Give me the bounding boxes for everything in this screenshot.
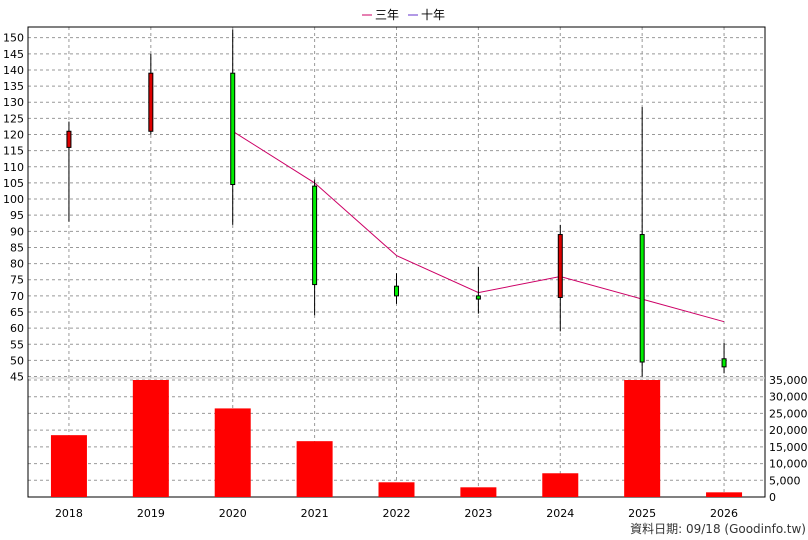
volume-bar-2026 [706, 492, 743, 497]
year-tick-label: 2021 [301, 507, 329, 520]
year-tick-label: 2019 [137, 507, 165, 520]
volume-bar-2019 [132, 380, 169, 497]
data-date-footer: 資料日期: 09/18 (Goodinfo.tw) [630, 522, 806, 536]
volume-tick-label: 20,000 [769, 424, 808, 437]
volume-tick-label: 35,000 [769, 374, 808, 387]
price-tick-label: 140 [3, 64, 24, 77]
candle-2018 [66, 121, 72, 222]
price-tick-label: 50 [10, 354, 24, 367]
volume-bar-2023 [460, 487, 497, 497]
price-tick-label: 100 [3, 193, 24, 206]
candle-body [312, 185, 318, 286]
volume-tick-label: 0 [769, 491, 776, 504]
price-tick-label: 55 [10, 338, 24, 351]
volume-tick-label: 15,000 [769, 441, 808, 454]
candle-2022 [394, 273, 399, 304]
price-tick-label: 85 [10, 241, 24, 254]
candles [66, 29, 727, 377]
candle-body [639, 234, 645, 363]
price-tick-label: 95 [10, 209, 24, 222]
candle-body [66, 130, 72, 148]
volume-bars [50, 380, 743, 497]
candle-body [475, 295, 481, 300]
price-tick-label: 65 [10, 306, 24, 319]
price-tick-label: 135 [3, 80, 24, 93]
candle-2026 [721, 342, 727, 374]
candle-body [230, 72, 236, 186]
year-tick-label: 2024 [546, 507, 574, 520]
price-tick-label: 120 [3, 129, 24, 142]
candle-body [394, 285, 399, 297]
candle-body [721, 358, 727, 368]
price-tick-label: 115 [3, 145, 24, 158]
volume-bar-2021 [296, 441, 333, 497]
tick-labels: 45 50 55 60 65 70 75 80 85 90 95 100 105 110 115 120 125… [3, 32, 808, 520]
price-tick-label: 75 [10, 274, 24, 287]
price-tick-label: 110 [3, 161, 24, 174]
legend: 三年 十年 [362, 8, 445, 22]
volume-bar-2025 [624, 380, 661, 497]
volume-tick-label: 30,000 [769, 391, 808, 404]
volume-bar-2020 [214, 408, 251, 497]
candle-2025 [639, 107, 645, 377]
price-tick-label: 130 [3, 96, 24, 109]
volume-tick-label: 10,000 [769, 458, 808, 471]
year-tick-label: 2020 [219, 507, 247, 520]
price-tick-label: 105 [3, 177, 24, 190]
year-tick-label: 2025 [628, 507, 656, 520]
year-tick-label: 2023 [464, 507, 492, 520]
candle-body [148, 72, 154, 132]
year-tick-label: 2018 [55, 507, 83, 520]
volume-tick-label: 25,000 [769, 407, 808, 420]
price-tick-label: 45 [10, 371, 24, 384]
candle-2020 [230, 29, 236, 225]
legend-three-year-label: 三年 [375, 8, 399, 22]
candle-2023 [475, 266, 481, 314]
candle-2019 [148, 53, 154, 135]
year-tick-label: 2022 [383, 507, 411, 520]
price-tick-label: 145 [3, 48, 24, 61]
price-tick-label: 60 [10, 322, 24, 335]
legend-ten-year-label: 十年 [421, 8, 445, 22]
price-tick-label: 80 [10, 258, 24, 271]
price-tick-label: 150 [3, 32, 24, 45]
volume-tick-label: 5,000 [769, 474, 801, 487]
volume-bar-2018 [50, 435, 87, 497]
price-tick-label: 70 [10, 290, 24, 303]
price-tick-label: 125 [3, 112, 24, 125]
candle-2024 [557, 224, 563, 332]
volume-bar-2024 [542, 473, 579, 497]
year-tick-label: 2026 [710, 507, 738, 520]
price-tick-label: 90 [10, 225, 24, 238]
candle-2021 [312, 179, 318, 316]
volume-bar-2022 [378, 482, 415, 497]
candle-body [557, 234, 563, 298]
